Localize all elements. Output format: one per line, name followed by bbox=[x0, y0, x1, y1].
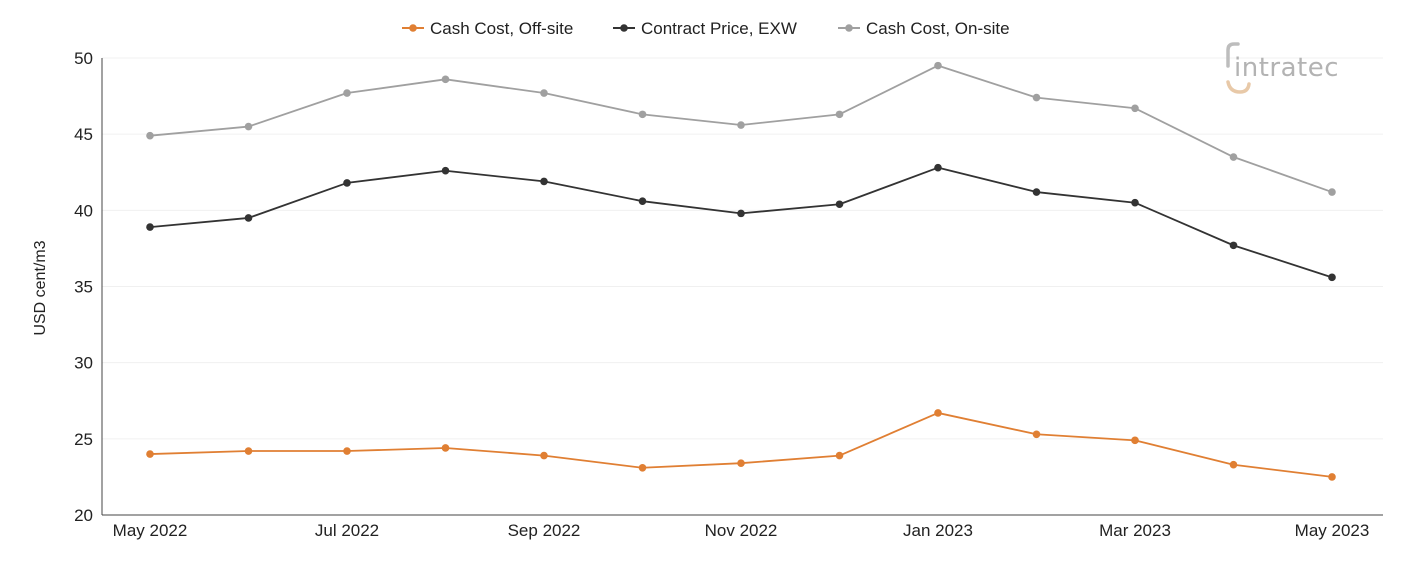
legend-swatch-marker bbox=[409, 24, 417, 32]
data-point bbox=[1328, 473, 1336, 481]
data-point bbox=[1131, 436, 1139, 445]
y-tick-label: 25 bbox=[74, 430, 93, 449]
data-point bbox=[343, 447, 351, 455]
y-tick-labels: 20 25 30 35 40 45 50 bbox=[74, 49, 93, 525]
x-tick-label: Sep 2022 bbox=[508, 521, 581, 540]
data-point bbox=[835, 451, 844, 460]
x-tick-label: May 2022 bbox=[113, 521, 188, 540]
x-tick-labels: May 2022 Jul 2022 Sep 2022 Nov 2022 Jan 2023… bbox=[113, 521, 1370, 540]
data-point bbox=[737, 209, 745, 218]
x-tick-label: Jan 2023 bbox=[903, 521, 973, 540]
series-2 bbox=[146, 61, 1336, 196]
data-point bbox=[244, 122, 253, 131]
legend-label: Contract Price, EXW bbox=[641, 19, 797, 38]
data-point bbox=[244, 214, 253, 222]
y-tick-label: 20 bbox=[74, 506, 93, 525]
data-point bbox=[1328, 188, 1336, 196]
data-point bbox=[638, 197, 647, 205]
data-point bbox=[146, 450, 154, 458]
y-tick-label: 35 bbox=[74, 278, 93, 297]
data-point bbox=[1032, 430, 1041, 439]
legend-item: Contract Price, EXW bbox=[613, 19, 797, 38]
data-point bbox=[1328, 273, 1336, 282]
legend-label: Cash Cost, Off-site bbox=[430, 19, 573, 38]
data-point bbox=[934, 163, 942, 172]
axes bbox=[101, 58, 1383, 516]
data-point bbox=[146, 223, 154, 231]
y-axis-title: USD cent/m3 bbox=[32, 240, 49, 335]
y-tick-label: 50 bbox=[74, 49, 93, 68]
logo-arrow-icon bbox=[1226, 80, 1251, 94]
y-tick-label: 40 bbox=[74, 201, 93, 220]
x-tick-label: Mar 2023 bbox=[1099, 521, 1171, 540]
intratec-logo: intratec bbox=[1226, 42, 1339, 94]
legend-swatch-marker bbox=[620, 24, 628, 32]
data-point bbox=[540, 177, 548, 186]
data-point bbox=[441, 75, 450, 84]
logo-text: intratec bbox=[1234, 53, 1339, 83]
series-line bbox=[149, 64, 1333, 193]
data-point bbox=[146, 131, 154, 140]
legend-item: Cash Cost, Off-site bbox=[402, 19, 573, 38]
data-point bbox=[540, 89, 548, 97]
data-point bbox=[934, 61, 942, 70]
x-tick-label: Jul 2022 bbox=[315, 521, 379, 540]
data-point bbox=[441, 444, 450, 452]
legend-swatch-marker bbox=[845, 24, 853, 32]
data-point bbox=[737, 459, 745, 468]
data-point bbox=[540, 451, 548, 460]
data-point bbox=[1229, 153, 1238, 161]
gridlines bbox=[102, 57, 1383, 440]
y-tick-label: 30 bbox=[74, 354, 93, 373]
data-point bbox=[737, 121, 745, 129]
data-point bbox=[1032, 93, 1041, 102]
data-point bbox=[1229, 241, 1238, 250]
logo-mark-icon bbox=[1226, 42, 1240, 68]
data-point bbox=[244, 447, 253, 455]
series-line bbox=[149, 166, 1333, 279]
data-point bbox=[638, 110, 647, 119]
series-layer bbox=[146, 61, 1336, 481]
data-point bbox=[343, 179, 351, 187]
data-point bbox=[1032, 188, 1041, 196]
x-tick-label: May 2023 bbox=[1295, 521, 1370, 540]
y-tick-label: 45 bbox=[74, 125, 93, 144]
data-point bbox=[1229, 460, 1238, 469]
data-point bbox=[835, 110, 844, 119]
data-point bbox=[835, 200, 844, 209]
legend-label: Cash Cost, On-site bbox=[866, 19, 1010, 38]
series-1 bbox=[146, 163, 1336, 282]
data-point bbox=[441, 166, 450, 175]
legend-item: Cash Cost, On-site bbox=[838, 19, 1010, 38]
series-0 bbox=[146, 409, 1336, 481]
data-point bbox=[934, 409, 942, 417]
data-point bbox=[1131, 198, 1139, 207]
series-line bbox=[149, 412, 1333, 478]
data-point bbox=[1131, 104, 1139, 113]
x-tick-label: Nov 2022 bbox=[705, 521, 778, 540]
legend: Cash Cost, Off-site Contract Price, EXW Ca… bbox=[402, 19, 1010, 38]
data-point bbox=[343, 89, 351, 97]
data-point bbox=[638, 463, 647, 472]
